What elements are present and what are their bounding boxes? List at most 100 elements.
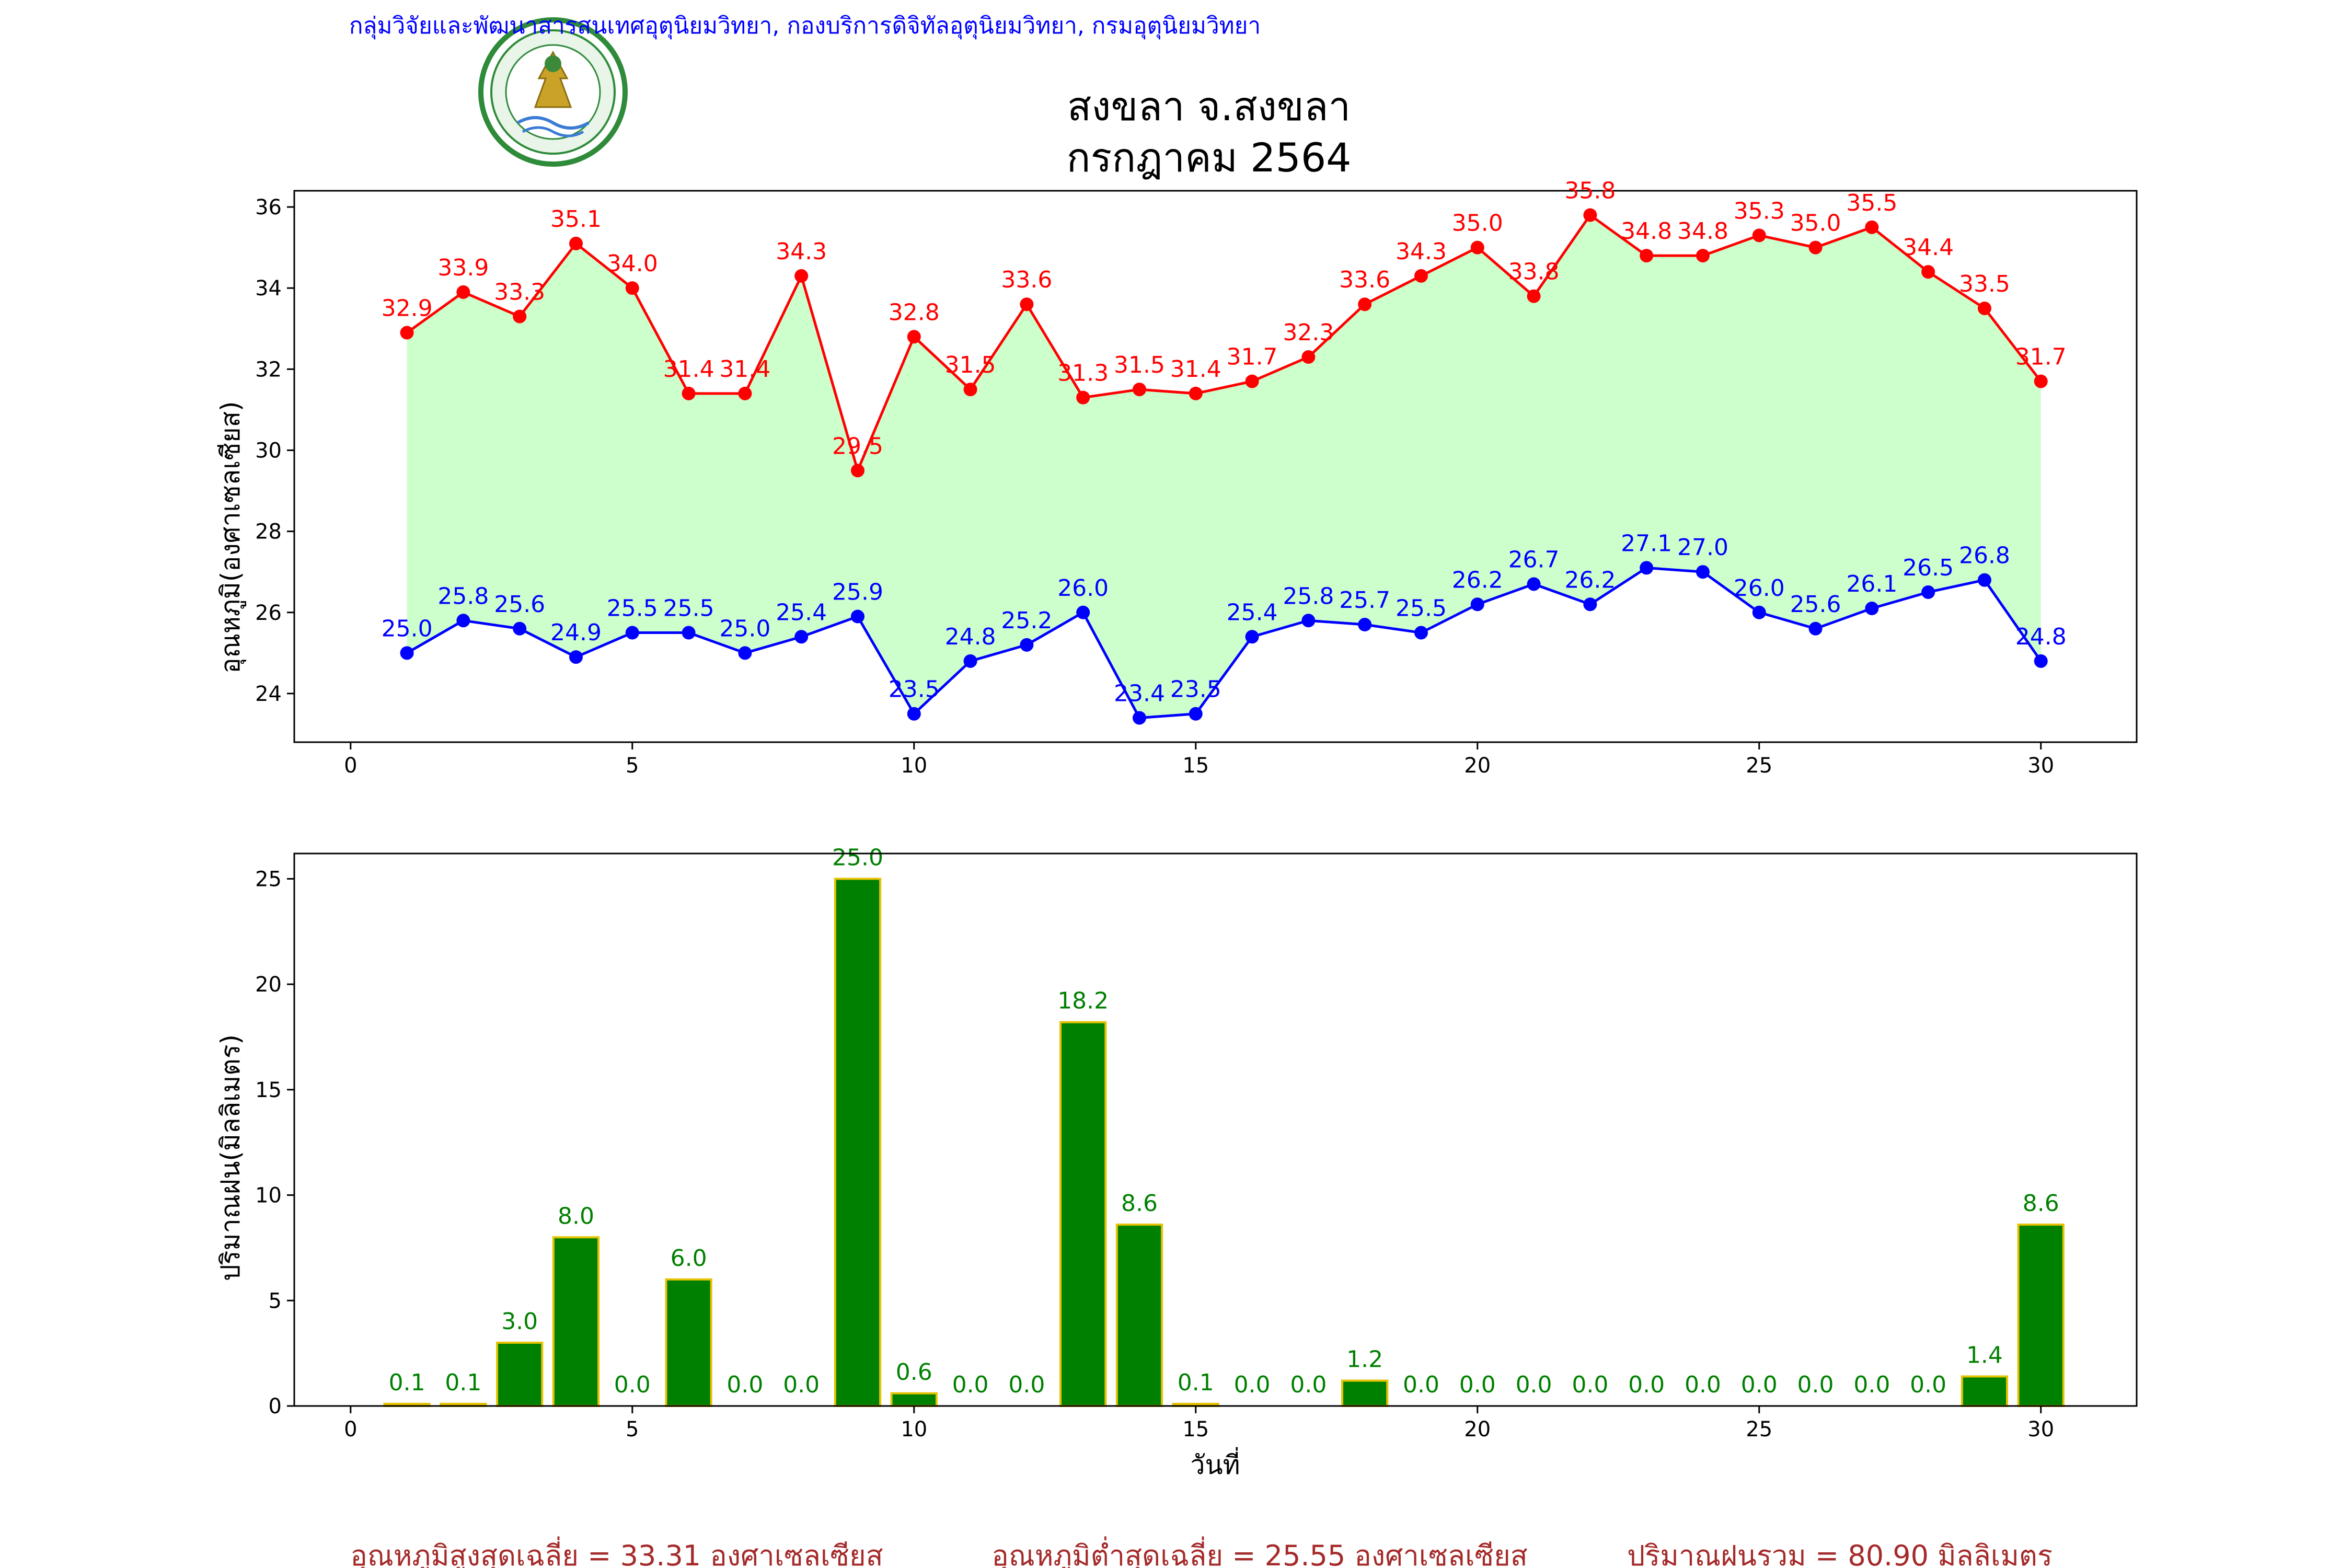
max-temp-point [1245,374,1259,388]
max-temp-point [1527,289,1541,303]
min-temp-point [456,614,470,628]
rainfall-bar [890,1392,938,1408]
min-temp-data-label: 25.5 [663,595,714,622]
rainfall-data-label: 0.1 [445,1369,481,1396]
min-temp-point [2034,654,2048,668]
min-temp-data-label: 26.0 [1057,575,1109,602]
min-temp-data-label: 26.2 [1452,567,1503,593]
min-temp-data-label: 24.9 [550,619,602,646]
max-temp-data-label: 35.8 [1564,178,1616,204]
max-temp-point [2034,374,2048,388]
temperature-x-tick-label: 20 [1464,754,1491,778]
chart-title: สงขลา จ.สงขลา [1067,83,1351,130]
max-temp-data-label: 35.5 [1846,190,1897,216]
min-temp-data-label: 23.5 [1170,676,1221,703]
max-temp-point [738,386,752,400]
min-temp-data-label: 26.2 [1564,567,1616,593]
rainfall-x-tick-label: 15 [1182,1417,1209,1442]
max-temp-data-label: 33.6 [1339,267,1390,293]
max-temp-point [1470,240,1484,255]
rainfall-bar [1059,1021,1107,1407]
min-temp-point [907,707,921,721]
min-temp-data-label: 24.8 [2015,624,2067,650]
min-temp-data-label: 26.5 [1903,555,1954,581]
temperature-y-axis-label: อุณหภูมิ(องศาเซลเซียส) [215,401,246,673]
rainfall-data-label: 0.0 [1797,1371,1834,1398]
rainfall-panel: 0.1 0.1 3.0 8.0 0.0 6.0 0.0 0.0 25.0 0.6 0.0 0.0 18.… [255,844,2138,1442]
rainfall-data-label: 0.0 [1685,1371,1721,1398]
min-temp-point [1977,573,1991,587]
max-temp-point [400,326,414,340]
temperature-y-tick-label: 24 [255,682,282,706]
temperature-x-tick-label: 0 [344,754,357,778]
rainfall-data-label: 1.2 [1346,1346,1383,1373]
rainfall-data-label: 8.6 [1121,1190,1158,1217]
max-temp-point [963,383,977,397]
rainfall-bar [665,1278,712,1408]
max-temp-data-label: 32.3 [1283,319,1334,346]
max-temp-point [1865,220,1879,234]
max-temp-point [1189,386,1203,400]
min-temp-point [1752,605,1766,619]
rainfall-data-label: 0.0 [1234,1371,1271,1398]
min-temp-point [850,609,864,624]
organization-title: กลุ่มวิจัยและพัฒนาสารสนเทศอุตุนิยมวิทยา,… [349,13,1261,40]
min-temp-data-label: 25.0 [719,615,770,642]
temperature-x-tick-label: 25 [1746,754,1772,778]
temperature-x-tick-label: 10 [901,754,927,778]
min-temp-data-label: 25.6 [494,591,545,618]
rainfall-data-label: 0.0 [1853,1371,1890,1398]
min-temp-point [1583,597,1597,612]
min-temp-point [1076,605,1090,619]
rainfall-data-label: 0.0 [1628,1371,1665,1398]
min-temp-data-label: 27.1 [1621,530,1672,557]
rainfall-data-label: 0.0 [1572,1371,1608,1398]
min-temp-point [1189,707,1203,721]
temperature-x-tick-label: 15 [1182,754,1209,778]
rainfall-y-tick-label: 0 [269,1394,282,1419]
rainfall-data-label: 0.0 [1403,1371,1439,1398]
min-temp-data-label: 23.5 [889,676,940,703]
max-temp-data-label: 34.0 [607,250,658,277]
min-temp-data-label: 25.9 [832,579,883,606]
footer-avg-max-temp: อุณหภูมิสูงสุดเฉลี่ย = 33.31 องศาเซลเซีย… [350,1536,883,1568]
min-temp-point [625,626,639,640]
max-temp-point [513,309,527,324]
min-temp-point [1414,626,1428,640]
rainfall-x-tick-label: 20 [1464,1417,1491,1442]
max-temp-point [794,269,809,283]
min-temp-data-label: 25.4 [1227,599,1278,626]
min-temp-point [1358,618,1372,632]
min-temp-data-label: 26.8 [1959,543,2010,569]
min-temp-point [1696,565,1710,579]
max-temp-point [625,281,639,295]
temperature-y-tick-label: 34 [255,276,282,301]
max-temp-point [907,330,921,344]
min-temp-line [406,566,2042,720]
min-temp-data-label: 26.0 [1734,575,1785,602]
rainfall-bar [552,1236,600,1408]
temperature-range-fill [407,215,2041,718]
temperature-panel: 0 5 10 15 20 25 30 24 26 28 30 32 34 36 32.933.933.3 35… [255,178,2138,778]
max-temp-data-label: 29.5 [832,433,883,459]
min-temp-data-label: 25.0 [382,615,433,642]
max-temp-data-label: 31.3 [1057,360,1109,387]
min-temp-data-label: 26.1 [1846,571,1897,597]
min-temp-data-label: 25.6 [1790,591,1841,618]
min-temp-point [400,646,414,660]
min-temp-point [682,626,696,640]
max-temp-data-label: 35.3 [1734,198,1785,224]
max-temp-data-label: 34.8 [1621,218,1672,245]
rainfall-data-label: 0.0 [1008,1371,1045,1398]
min-temp-point [1640,561,1654,575]
min-temp-point [1020,638,1034,652]
min-temp-data-label: 25.7 [1339,587,1390,614]
rainfall-x-axis-label: วันที่ [1190,1447,1240,1480]
max-temp-point [569,236,583,250]
min-temp-point [1245,630,1259,644]
max-temp-data-label: 33.6 [1001,267,1052,293]
rainfall-bar [1961,1375,2009,1407]
rainfall-data-label: 0.0 [1910,1371,1946,1398]
max-temp-point [1808,240,1823,255]
rainfall-y-tick-label: 20 [255,973,282,997]
